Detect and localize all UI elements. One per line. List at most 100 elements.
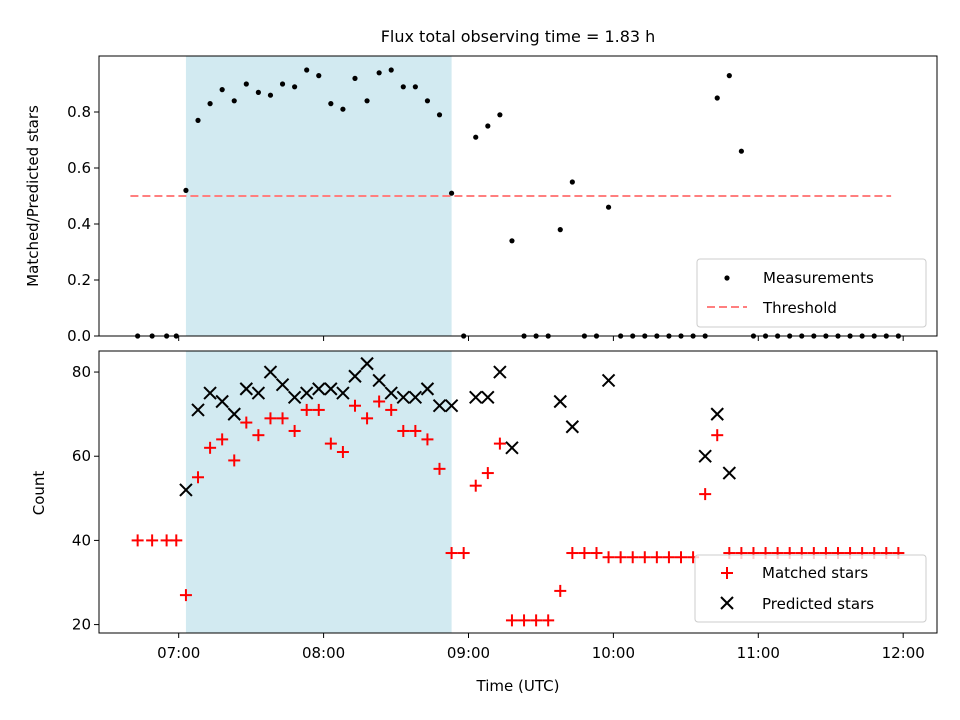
measurement-point — [207, 101, 213, 107]
predicted-star-point — [601, 373, 616, 388]
matched-star-point — [518, 614, 531, 627]
x-tick-label: 08:00 — [302, 644, 345, 662]
predicted-star-point — [432, 399, 447, 413]
predicted-star-point — [275, 377, 290, 392]
measurement-point — [605, 204, 612, 210]
bottom-axes-frame — [98, 350, 938, 634]
matched-star-point — [216, 433, 229, 446]
predicted-star-point — [239, 382, 254, 396]
predicted-star-point — [420, 382, 435, 396]
matched-star-point — [530, 614, 543, 627]
measurement-point — [509, 238, 515, 244]
matched-star-point — [445, 547, 458, 560]
matched-star-point — [276, 412, 289, 425]
x-tick-label: 09:00 — [447, 644, 490, 662]
predicted-star-point — [227, 407, 241, 421]
top-chart-title: Flux total observing time = 1.83 h — [381, 27, 656, 46]
matched-star-point — [675, 551, 688, 564]
measurement-point — [412, 84, 418, 90]
measurement-point — [388, 67, 394, 73]
measurement-point — [352, 75, 358, 81]
measurement-point — [364, 98, 370, 104]
measurement-point — [340, 106, 346, 112]
measurement-point — [255, 89, 261, 95]
predicted-star-point — [469, 390, 483, 405]
legend-predicted-label: Predicted stars — [762, 595, 874, 613]
legend-predicted-marker — [720, 596, 734, 610]
measurement-point — [497, 112, 503, 118]
top-axes-frame — [98, 55, 938, 337]
predicted-star-point — [722, 466, 737, 480]
predicted-star-point — [408, 390, 423, 405]
measurement-point — [195, 117, 201, 123]
matched-star-point — [493, 437, 506, 450]
top-legend: Measurements Threshold — [696, 258, 927, 328]
predicted-star-point — [203, 386, 217, 400]
matched-star-point — [602, 551, 615, 564]
matched-star-point — [662, 551, 675, 564]
matched-star-point — [385, 403, 398, 416]
measurement-point — [424, 98, 431, 104]
matched-star-point — [252, 429, 265, 442]
measurement-point — [279, 81, 286, 87]
top-y-tick-label: 0.0 — [67, 327, 91, 345]
matched-star-point — [264, 412, 277, 425]
matched-star-point — [711, 429, 724, 442]
x-tick-label: 07:00 — [157, 644, 200, 662]
matched-star-point — [228, 454, 241, 467]
matched-star-point — [131, 534, 144, 547]
predicted-star-point — [179, 483, 193, 497]
top-legend-box — [696, 258, 927, 328]
matched-star-point — [590, 547, 603, 560]
top-y-axis-label: Matched/Predicted stars — [24, 105, 42, 287]
top-y-tick-label: 0.6 — [67, 159, 91, 177]
predicted-star-point — [312, 382, 326, 396]
legend-measurements-label: Measurements — [763, 269, 874, 287]
predicted-star-point — [698, 449, 712, 463]
matched-star-point — [179, 589, 192, 602]
legend-measurements-marker — [724, 275, 730, 281]
matched-star-point — [554, 584, 567, 597]
matched-star-point — [433, 462, 446, 475]
predicted-star-point — [710, 407, 724, 421]
measurement-point — [219, 87, 225, 93]
matched-star-point — [421, 433, 434, 446]
matched-star-point — [204, 441, 217, 454]
predicted-star-point — [505, 441, 519, 455]
measurement-point — [448, 190, 455, 196]
matched-star-point — [626, 551, 639, 564]
matched-star-point — [638, 551, 651, 564]
legend-matched-label: Matched stars — [762, 564, 868, 582]
predicted-star-point — [299, 386, 314, 400]
measurement-point — [304, 67, 310, 73]
matched-star-point — [170, 534, 183, 547]
legend-matched-marker — [721, 567, 733, 579]
matched-star-point — [288, 424, 301, 437]
matched-star-point — [324, 437, 337, 450]
x-axis-label: Time (UTC) — [476, 677, 560, 695]
predicted-star-point — [251, 386, 266, 400]
measurement-point — [328, 101, 334, 107]
predicted-star-point — [444, 399, 459, 413]
measurement-point — [569, 179, 575, 185]
predicted-star-point — [493, 365, 507, 379]
predicted-star-point — [384, 386, 398, 400]
top-y-tick-label: 0.8 — [67, 103, 91, 121]
measurement-point — [557, 227, 563, 233]
measurement-point — [436, 112, 443, 118]
measurement-point — [376, 70, 382, 76]
matched-star-point — [578, 547, 591, 560]
predicted-star-point — [348, 369, 362, 383]
bottom-legend: Matched stars Predicted stars — [694, 554, 927, 623]
legend-threshold-label: Threshold — [762, 299, 837, 317]
bottom-y-tick-label: 20 — [72, 616, 91, 634]
matched-star-point — [361, 412, 374, 425]
matched-star-point — [505, 614, 518, 627]
predicted-star-point — [360, 356, 374, 371]
top-y-tick-label: 0.2 — [67, 271, 91, 289]
measurement-point — [400, 84, 406, 90]
measurement-point — [473, 134, 479, 140]
matched-star-point — [614, 551, 627, 564]
bottom-shaded-region — [185, 351, 452, 633]
